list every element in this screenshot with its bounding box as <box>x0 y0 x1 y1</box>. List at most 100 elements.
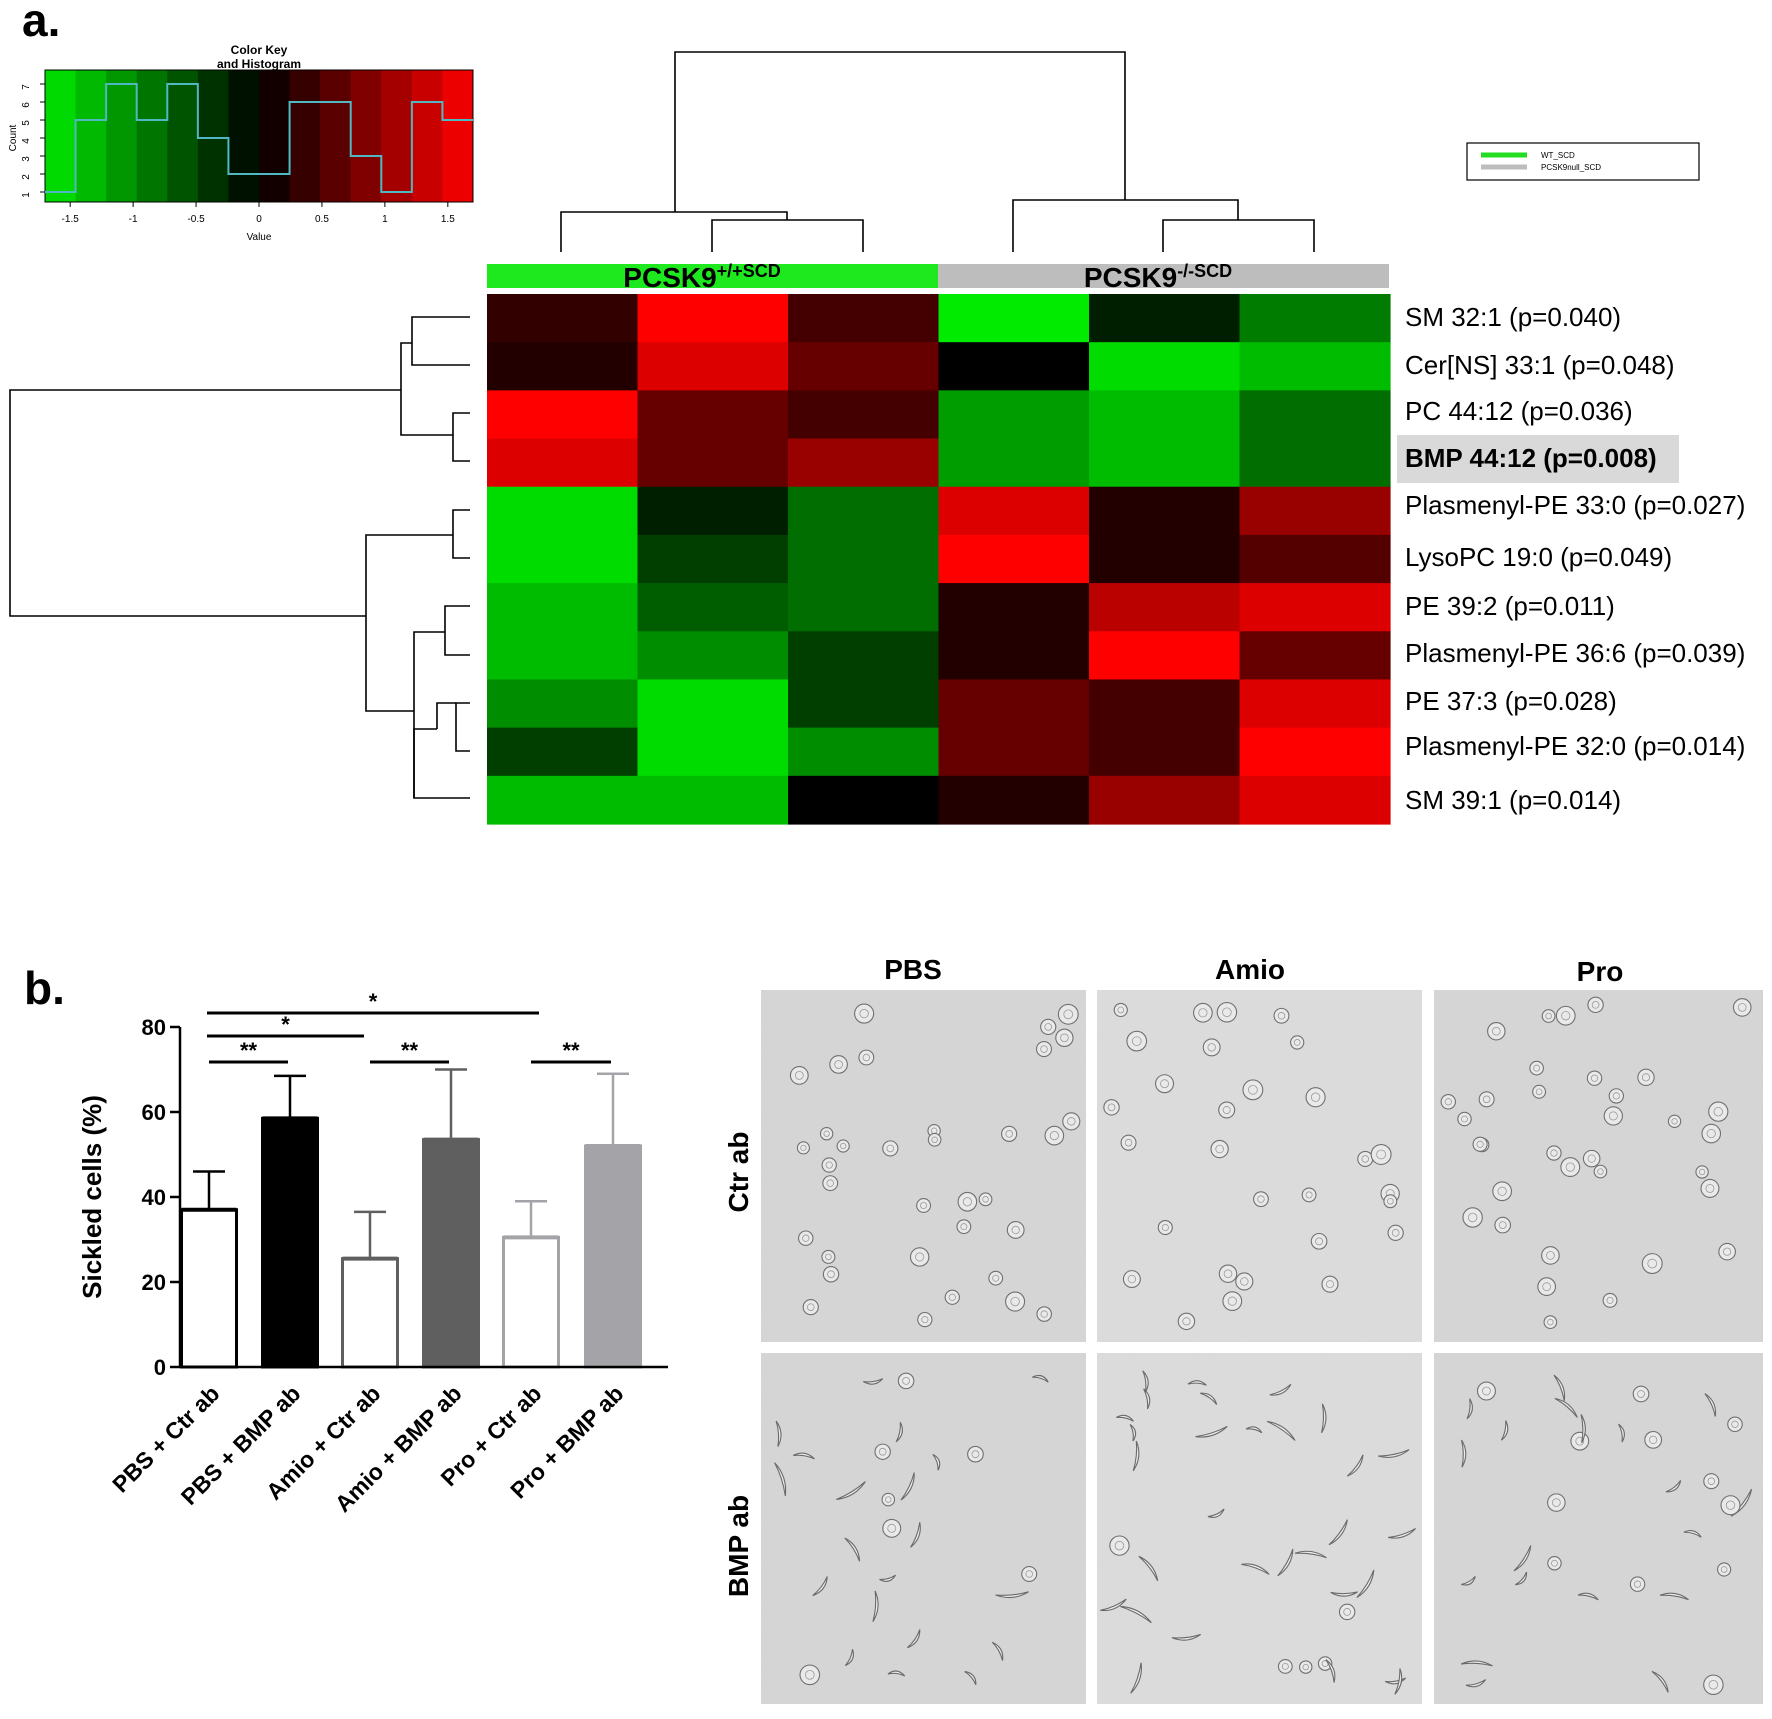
cell-center <box>1707 1477 1716 1485</box>
round-cell <box>1494 1216 1512 1234</box>
heatmap-cell <box>938 342 1090 391</box>
heatmap-cell <box>1239 342 1391 391</box>
cell-center <box>992 1274 1000 1282</box>
round-cell <box>1717 1562 1732 1577</box>
sickled-cell <box>1515 1571 1528 1586</box>
color-key-y-ticks: 1 2 3 4 5 6 7 <box>21 83 45 198</box>
sickled-cell <box>1207 1508 1225 1518</box>
round-cell <box>1370 1143 1392 1165</box>
cell-center <box>1546 1251 1555 1260</box>
heatmap-cell <box>788 775 940 825</box>
sickled-cell <box>1138 1555 1159 1582</box>
cell-center <box>826 1179 834 1187</box>
cell-center <box>1281 1662 1289 1670</box>
cell-center <box>1222 1007 1232 1018</box>
heatmap-cell <box>1089 486 1241 536</box>
cell-center <box>1161 1223 1169 1232</box>
heatmap-cell <box>938 679 1090 729</box>
heatmap-cell <box>487 631 639 681</box>
round-cell <box>1044 1125 1065 1146</box>
round-cell <box>1001 1125 1018 1142</box>
round-cell <box>1700 1178 1720 1198</box>
dendro-row-r7-r11 <box>413 631 470 799</box>
sickled-cell <box>1466 1398 1473 1420</box>
round-cell <box>1462 1207 1483 1228</box>
heatmap-cell <box>487 342 639 391</box>
cell-center <box>1587 1154 1596 1163</box>
group-header-wt-label: PCSK9+/+SCD <box>623 261 780 293</box>
heatmap-cell <box>1089 679 1241 729</box>
cell-center <box>1649 1435 1658 1445</box>
round-cell <box>1529 1060 1544 1076</box>
round-cell <box>1021 1565 1038 1583</box>
micrograph-panel <box>1434 1353 1763 1704</box>
heatmap-cell <box>637 486 789 536</box>
micro-row-ctr: Ctr ab <box>723 1132 754 1213</box>
cell-center <box>1325 1280 1334 1289</box>
heatmap-cell <box>1239 775 1391 825</box>
cell-center <box>971 1450 980 1459</box>
cell-center <box>1160 1079 1169 1089</box>
bar <box>180 1208 238 1369</box>
round-cell <box>1537 1277 1557 1297</box>
column-dendrogram <box>560 51 1315 252</box>
color-key-x-tick-label: -1 <box>129 214 138 225</box>
round-cell <box>1057 1003 1079 1025</box>
round-cell <box>1487 1021 1506 1041</box>
sickled-cell <box>1665 1480 1682 1493</box>
heatmap-cell <box>487 486 639 536</box>
round-cell <box>1109 1535 1130 1556</box>
cell-center <box>921 1316 929 1324</box>
heatmap-cell <box>1239 486 1391 536</box>
cell-center <box>1545 1012 1552 1020</box>
sickled-cell <box>900 1472 915 1501</box>
panel-a-label: a. <box>22 0 60 46</box>
heatmap-cell <box>637 438 789 488</box>
heatmap-cell <box>1089 727 1241 777</box>
sickled-cell <box>872 1590 879 1622</box>
micrograph-texture <box>761 1353 1086 1704</box>
round-cell <box>1708 1101 1729 1122</box>
round-cell <box>1667 1114 1682 1129</box>
cell-center <box>1198 1008 1208 1018</box>
heatmap-cell <box>1089 534 1241 584</box>
cell-center <box>802 1234 810 1242</box>
color-key-strip <box>44 69 474 203</box>
bar <box>502 1235 560 1369</box>
heatmap-cell <box>1239 583 1391 632</box>
color-key-y-tick-label: 6 <box>21 102 32 108</box>
cell-center <box>1671 1118 1678 1125</box>
cell-center <box>1550 1149 1558 1157</box>
round-cell <box>944 1289 960 1305</box>
round-cell <box>978 1192 993 1207</box>
round-cell <box>829 1055 848 1074</box>
heatmap-cell <box>788 438 940 488</box>
sickled-cell <box>964 1671 977 1686</box>
sickled-cell <box>1659 1592 1689 1601</box>
micrograph-panel <box>761 1353 1086 1704</box>
sickled-cell <box>906 1629 921 1649</box>
highlight-box <box>1397 435 1679 483</box>
sickled-cell <box>1171 1633 1202 1641</box>
micro-row-bmp: BMP ab <box>723 1495 754 1597</box>
round-cell <box>988 1270 1004 1286</box>
sickled-cell <box>1378 1449 1410 1458</box>
round-cell <box>1541 1009 1556 1023</box>
sickled-cell <box>1683 1530 1702 1538</box>
sickled-cell <box>1129 1424 1137 1442</box>
heatmap-cell <box>1089 438 1241 488</box>
micrograph-panel <box>761 990 1086 1342</box>
significance-label: ** <box>240 1038 258 1063</box>
sickled-cell <box>1115 1414 1134 1422</box>
round-cell <box>789 1065 809 1085</box>
sickled-cell <box>1142 1370 1149 1393</box>
round-cell <box>1695 1165 1709 1179</box>
heatmap-cell <box>637 727 789 777</box>
cell-center <box>1248 1084 1258 1095</box>
round-cell <box>897 1372 915 1390</box>
cell-center <box>1040 1310 1048 1318</box>
group-header-null-label: PCSK9-/-SCD <box>1084 261 1232 293</box>
heatmap-row-label: BMP 44:12 (p=0.008) <box>1405 443 1657 473</box>
heatmap-row-label: PC 44:12 (p=0.036) <box>1405 396 1633 426</box>
sickled-cell <box>1704 1393 1717 1417</box>
